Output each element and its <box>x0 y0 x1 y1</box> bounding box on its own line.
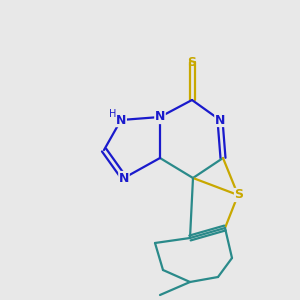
Text: S: S <box>188 56 196 68</box>
Text: S: S <box>235 188 244 202</box>
Text: N: N <box>215 113 225 127</box>
Text: N: N <box>155 110 165 124</box>
Text: H: H <box>109 109 117 119</box>
Text: N: N <box>119 172 129 184</box>
Text: N: N <box>116 113 126 127</box>
Text: N: N <box>116 113 126 127</box>
